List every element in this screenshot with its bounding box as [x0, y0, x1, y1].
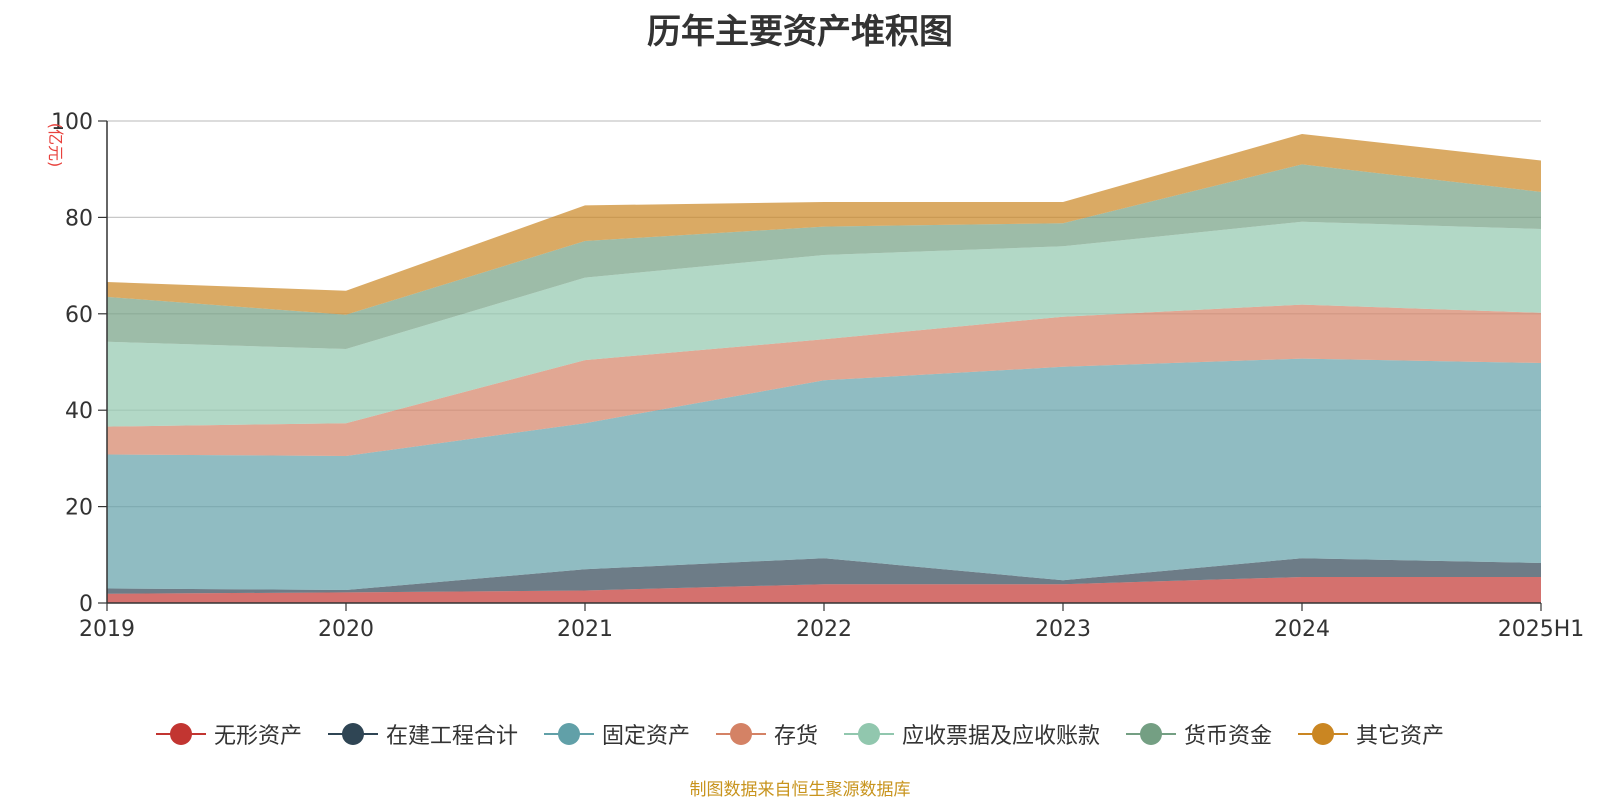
x-tick-label: 2024	[1274, 617, 1330, 642]
legend-item-2[interactable]: 固定资产	[543, 718, 690, 750]
area-series-4	[107, 221, 1541, 427]
legend-marker-icon	[1298, 722, 1349, 746]
area-series	[107, 134, 1541, 603]
y-tick-label: 80	[65, 206, 93, 231]
legend-item-6[interactable]: 其它资产	[1298, 718, 1444, 750]
legend-marker-icon	[844, 722, 894, 746]
area-series-6	[107, 134, 1541, 315]
legend-marker-icon	[327, 722, 378, 746]
y-tick-label: 0	[79, 592, 93, 617]
chart-title: 历年主要资产堆积图	[647, 12, 953, 52]
y-tick-label: 40	[65, 399, 93, 424]
y-tick-label: 100	[51, 110, 93, 135]
legend-item-4[interactable]: 应收票据及应收账款	[844, 718, 1100, 750]
legend-marker-icon	[715, 722, 766, 746]
legend-label: 货币资金	[1184, 724, 1273, 749]
legend-item-0[interactable]: 无形资产	[155, 718, 302, 750]
legend-marker-icon	[155, 722, 206, 746]
y-tick-label: 60	[65, 303, 93, 328]
x-tick-label: 2023	[1035, 617, 1091, 642]
legend-marker-icon	[1126, 722, 1177, 746]
legend-label: 存货	[773, 724, 818, 749]
legend-label: 固定资产	[601, 724, 690, 749]
area-series-3	[107, 304, 1541, 456]
legend-item-3[interactable]: 存货	[715, 718, 818, 750]
area-series-5	[107, 164, 1541, 349]
x-tick-label: 2025H1	[1498, 617, 1585, 642]
legend-label: 在建工程合计	[385, 724, 518, 749]
area-series-0	[107, 577, 1541, 603]
legend-item-5[interactable]: 货币资金	[1126, 718, 1272, 750]
legend-marker-icon	[543, 722, 594, 746]
area-series-2	[107, 358, 1541, 590]
area-series-1	[107, 558, 1541, 594]
x-tick-label: 2019	[79, 617, 135, 642]
x-tick-label: 2022	[796, 617, 852, 642]
y-axis-unit: (亿元)	[46, 123, 65, 168]
x-tick-label: 2020	[318, 617, 374, 642]
y-tick-label: 20	[65, 496, 93, 521]
legend-label: 其它资产	[1356, 724, 1445, 749]
legend-item-1[interactable]: 在建工程合计	[327, 718, 518, 750]
legend: 无形资产 在建工程合计 固定资产 存货 应收票据及应收账款 货币资金 其它资产	[0, 718, 1600, 750]
source-note: 制图数据来自恒生聚源数据库	[689, 780, 911, 800]
legend-label: 应收票据及应收账款	[902, 724, 1101, 749]
legend-label: 无形资产	[213, 724, 302, 749]
axes: 0 20 40 60 80 100 2019 2020 2021 2022 2023 2024 2025…	[51, 110, 1584, 642]
x-tick-label: 2021	[557, 617, 613, 642]
